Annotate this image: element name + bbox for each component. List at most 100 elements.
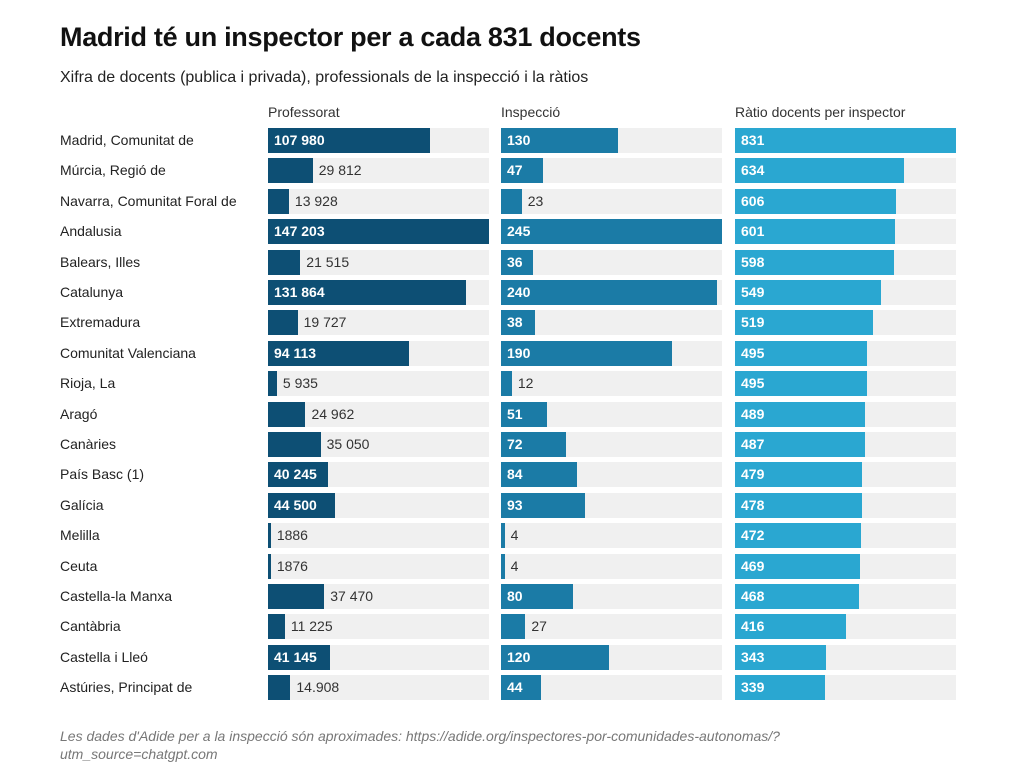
bar-track-ratio: 416 bbox=[735, 614, 956, 639]
bar-inspeccio bbox=[501, 675, 541, 700]
bar-value-inspeccio: 72 bbox=[507, 436, 523, 452]
bar-value-professorat: 131 864 bbox=[274, 284, 325, 300]
bar-value-professorat: 29 812 bbox=[318, 162, 362, 178]
bar-track-professorat: 13 928 bbox=[268, 189, 489, 214]
bar-value-inspeccio: 93 bbox=[507, 497, 523, 513]
bar-track-inspeccio: 84 bbox=[501, 462, 722, 487]
bar-value-ratio: 469 bbox=[741, 558, 765, 574]
bar-ratio bbox=[735, 189, 897, 214]
bar-professorat bbox=[268, 493, 335, 518]
row-label-rioja-la: Rioja, La bbox=[60, 375, 116, 391]
bar-value-ratio: 606 bbox=[741, 193, 765, 209]
bar-ratio bbox=[735, 584, 860, 609]
bar-ratio bbox=[735, 493, 863, 518]
bar-track-inspeccio: 27 bbox=[501, 614, 722, 639]
bar-ratio bbox=[735, 158, 904, 183]
bar-value-inspeccio: 240 bbox=[507, 284, 531, 300]
bar-professorat bbox=[268, 645, 330, 670]
bar-inspeccio bbox=[501, 219, 722, 244]
bar-track-ratio: 601 bbox=[735, 219, 956, 244]
bar-value-professorat: 35 050 bbox=[326, 436, 370, 452]
bar-inspeccio bbox=[501, 584, 574, 609]
bar-value-professorat: 5 935 bbox=[282, 375, 318, 391]
row-label-extremadura: Extremadura bbox=[60, 314, 141, 330]
chart-subtitle: Xifra de docents (publica i privada), pr… bbox=[60, 69, 589, 86]
row-label-melilla: Melilla bbox=[60, 527, 100, 543]
bar-value-ratio: 831 bbox=[741, 132, 765, 148]
bar-ratio bbox=[735, 341, 867, 366]
bar-professorat bbox=[268, 675, 291, 700]
bar-professorat bbox=[268, 158, 313, 183]
bar-ratio bbox=[735, 371, 867, 396]
bar-track-ratio: 339 bbox=[735, 675, 956, 700]
bar-inspeccio bbox=[501, 432, 566, 457]
bar-track-professorat: 11 225 bbox=[268, 614, 489, 639]
bar-value-ratio: 339 bbox=[741, 679, 765, 695]
bar-inspeccio bbox=[501, 158, 544, 183]
bar-value-professorat: 14.908 bbox=[296, 679, 340, 695]
bar-ratio bbox=[735, 250, 895, 275]
bar-track-inspeccio: 72 bbox=[501, 432, 722, 457]
bar-track-professorat: 107 980 bbox=[268, 128, 489, 153]
row-label-pais-basc-1: País Basc (1) bbox=[60, 466, 145, 482]
bar-professorat bbox=[268, 523, 271, 548]
bar-value-professorat: 107 980 bbox=[274, 132, 325, 148]
bar-inspeccio bbox=[501, 280, 718, 305]
bar-value-professorat: 44 500 bbox=[274, 497, 317, 513]
bar-value-professorat: 41 145 bbox=[274, 649, 317, 665]
bar-track-ratio: 634 bbox=[735, 158, 956, 183]
bar-track-inspeccio: 190 bbox=[501, 341, 722, 366]
bar-track-inspeccio: 36 bbox=[501, 250, 722, 275]
bar-value-ratio: 601 bbox=[741, 223, 765, 239]
row-label-comunitat-valenciana: Comunitat Valenciana bbox=[60, 345, 196, 361]
bar-professorat bbox=[268, 584, 325, 609]
row-label-asturies-principat-de: Astúries, Principat de bbox=[60, 679, 193, 695]
bar-track-professorat: 131 864 bbox=[268, 280, 489, 305]
bar-inspeccio bbox=[501, 493, 585, 518]
bar-value-inspeccio: 51 bbox=[507, 406, 523, 422]
bar-value-professorat: 13 928 bbox=[294, 193, 338, 209]
bar-track-professorat: 44 500 bbox=[268, 493, 489, 518]
bar-professorat bbox=[268, 280, 466, 305]
row-label-castella-i-lleo: Castella i Lleó bbox=[60, 649, 148, 665]
row-label-cantabria: Cantàbria bbox=[60, 618, 121, 634]
bar-inspeccio bbox=[501, 614, 526, 639]
bar-ratio bbox=[735, 523, 861, 548]
chart-title: Madrid té un inspector per a cada 831 do… bbox=[60, 22, 641, 52]
bar-value-professorat: 11 225 bbox=[290, 618, 333, 634]
row-label-andalusia: Andalusia bbox=[60, 223, 122, 239]
bar-ratio bbox=[735, 614, 846, 639]
bar-track-ratio: 495 bbox=[735, 341, 956, 366]
bar-track-ratio: 831 bbox=[735, 128, 956, 153]
bar-inspeccio bbox=[501, 462, 577, 487]
bar-track-ratio: 468 bbox=[735, 584, 956, 609]
bar-track-ratio: 478 bbox=[735, 493, 956, 518]
bar-track-inspeccio: 120 bbox=[501, 645, 722, 670]
bar-track-inspeccio: 47 bbox=[501, 158, 722, 183]
bar-track-ratio: 469 bbox=[735, 554, 956, 579]
bar-value-professorat: 40 245 bbox=[274, 466, 317, 482]
bar-track-inspeccio: 4 bbox=[501, 523, 722, 548]
bar-value-ratio: 479 bbox=[741, 466, 765, 482]
bar-ratio bbox=[735, 402, 866, 427]
bar-ratio bbox=[735, 219, 895, 244]
bar-track-ratio: 343 bbox=[735, 645, 956, 670]
bar-inspeccio bbox=[501, 645, 610, 670]
bar-track-inspeccio: 4 bbox=[501, 554, 722, 579]
bar-professorat bbox=[268, 371, 277, 396]
bar-track-ratio: 598 bbox=[735, 250, 956, 275]
bar-value-professorat: 1876 bbox=[276, 558, 308, 574]
bar-track-professorat: 21 515 bbox=[268, 250, 489, 275]
bar-ratio bbox=[735, 675, 826, 700]
bar-value-professorat: 24 962 bbox=[311, 406, 355, 422]
bar-track-inspeccio: 51 bbox=[501, 402, 722, 427]
bar-track-inspeccio: 44 bbox=[501, 675, 722, 700]
bar-track-inspeccio: 12 bbox=[501, 371, 722, 396]
bar-value-inspeccio: 80 bbox=[507, 588, 523, 604]
bar-inspeccio bbox=[501, 128, 619, 153]
bar-value-professorat: 94 113 bbox=[274, 345, 317, 361]
bar-value-ratio: 468 bbox=[741, 588, 765, 604]
bar-inspeccio bbox=[501, 189, 522, 214]
bar-value-inspeccio: 120 bbox=[507, 649, 531, 665]
bar-track-professorat: 41 145 bbox=[268, 645, 489, 670]
